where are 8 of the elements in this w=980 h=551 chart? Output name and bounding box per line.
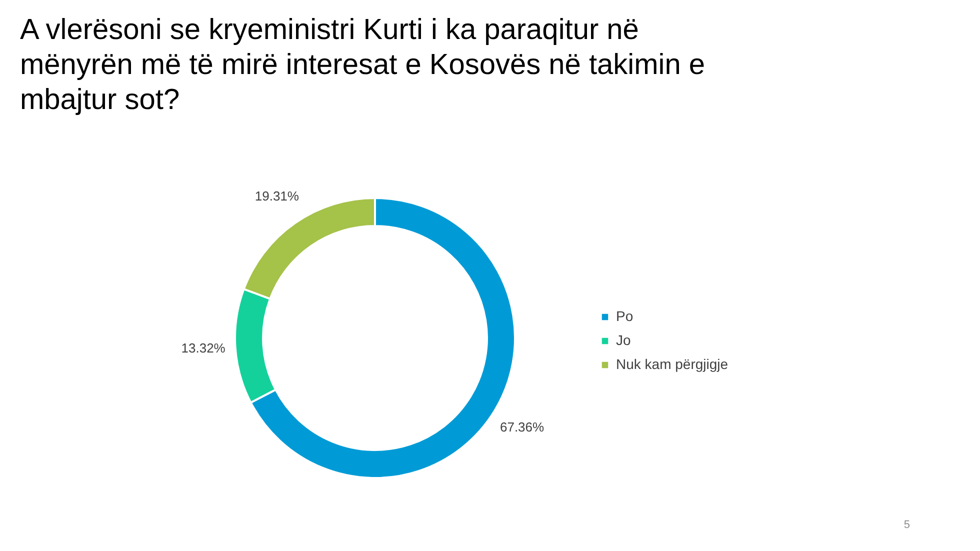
data-label: 13.32% — [181, 340, 226, 356]
chart-title: A vlerësoni se kryeministri Kurti i ka paraqitur në mënyrën më të mirë interesat e Kosovës në takimin e mbajtur sot? — [20, 14, 706, 116]
legend-label: Po — [616, 308, 634, 324]
legend-label: Nuk kam përgjigje — [616, 356, 728, 372]
text: 5 — [904, 519, 910, 531]
legend-label: Jo — [616, 332, 631, 348]
data-label: 19.31% — [254, 188, 300, 204]
data-label: 67.36% — [500, 419, 545, 434]
